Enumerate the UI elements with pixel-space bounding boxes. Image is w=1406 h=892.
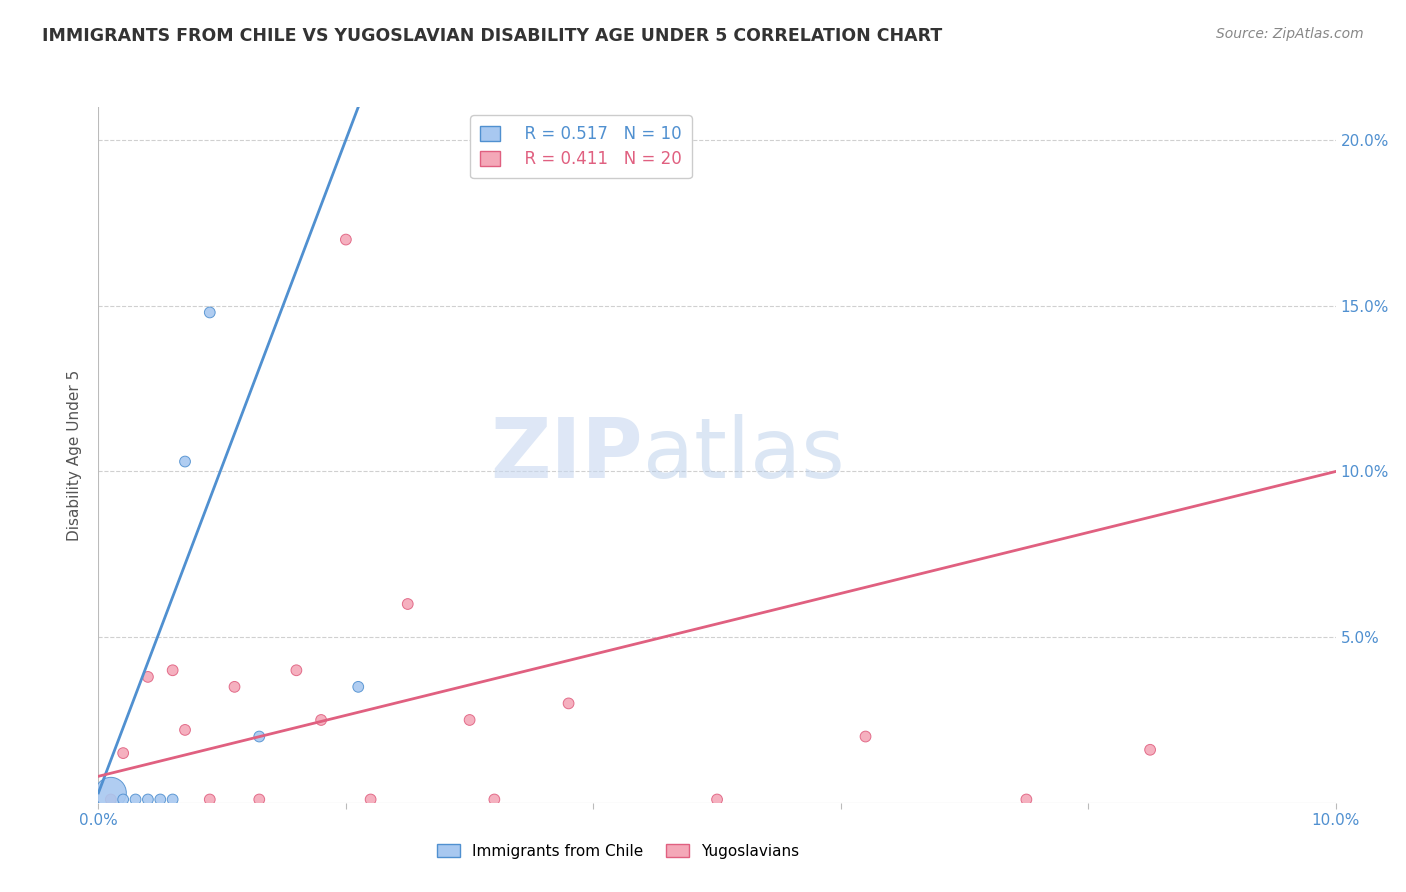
- Point: [706, 792, 728, 806]
- Point: [198, 305, 221, 319]
- Point: [149, 792, 172, 806]
- Point: [174, 723, 197, 737]
- Point: [484, 792, 506, 806]
- Point: [855, 730, 877, 744]
- Text: IMMIGRANTS FROM CHILE VS YUGOSLAVIAN DISABILITY AGE UNDER 5 CORRELATION CHART: IMMIGRANTS FROM CHILE VS YUGOSLAVIAN DIS…: [42, 27, 942, 45]
- Text: atlas: atlas: [643, 415, 845, 495]
- Point: [136, 792, 159, 806]
- Point: [247, 730, 270, 744]
- Y-axis label: Disability Age Under 5: Disability Age Under 5: [67, 369, 83, 541]
- Point: [347, 680, 370, 694]
- Point: [174, 454, 197, 468]
- Point: [100, 786, 122, 800]
- Point: [309, 713, 332, 727]
- Point: [1139, 743, 1161, 757]
- Text: Source: ZipAtlas.com: Source: ZipAtlas.com: [1216, 27, 1364, 41]
- Point: [360, 792, 382, 806]
- Point: [162, 792, 184, 806]
- Point: [335, 233, 357, 247]
- Point: [458, 713, 481, 727]
- Text: ZIP: ZIP: [491, 415, 643, 495]
- Point: [1015, 792, 1038, 806]
- Point: [100, 792, 122, 806]
- Point: [136, 670, 159, 684]
- Point: [112, 746, 135, 760]
- Point: [224, 680, 246, 694]
- Legend: Immigrants from Chile, Yugoslavians: Immigrants from Chile, Yugoslavians: [430, 838, 806, 864]
- Point: [112, 792, 135, 806]
- Point: [247, 792, 270, 806]
- Point: [396, 597, 419, 611]
- Point: [124, 792, 146, 806]
- Point: [162, 663, 184, 677]
- Point: [198, 792, 221, 806]
- Point: [557, 697, 579, 711]
- Point: [285, 663, 308, 677]
